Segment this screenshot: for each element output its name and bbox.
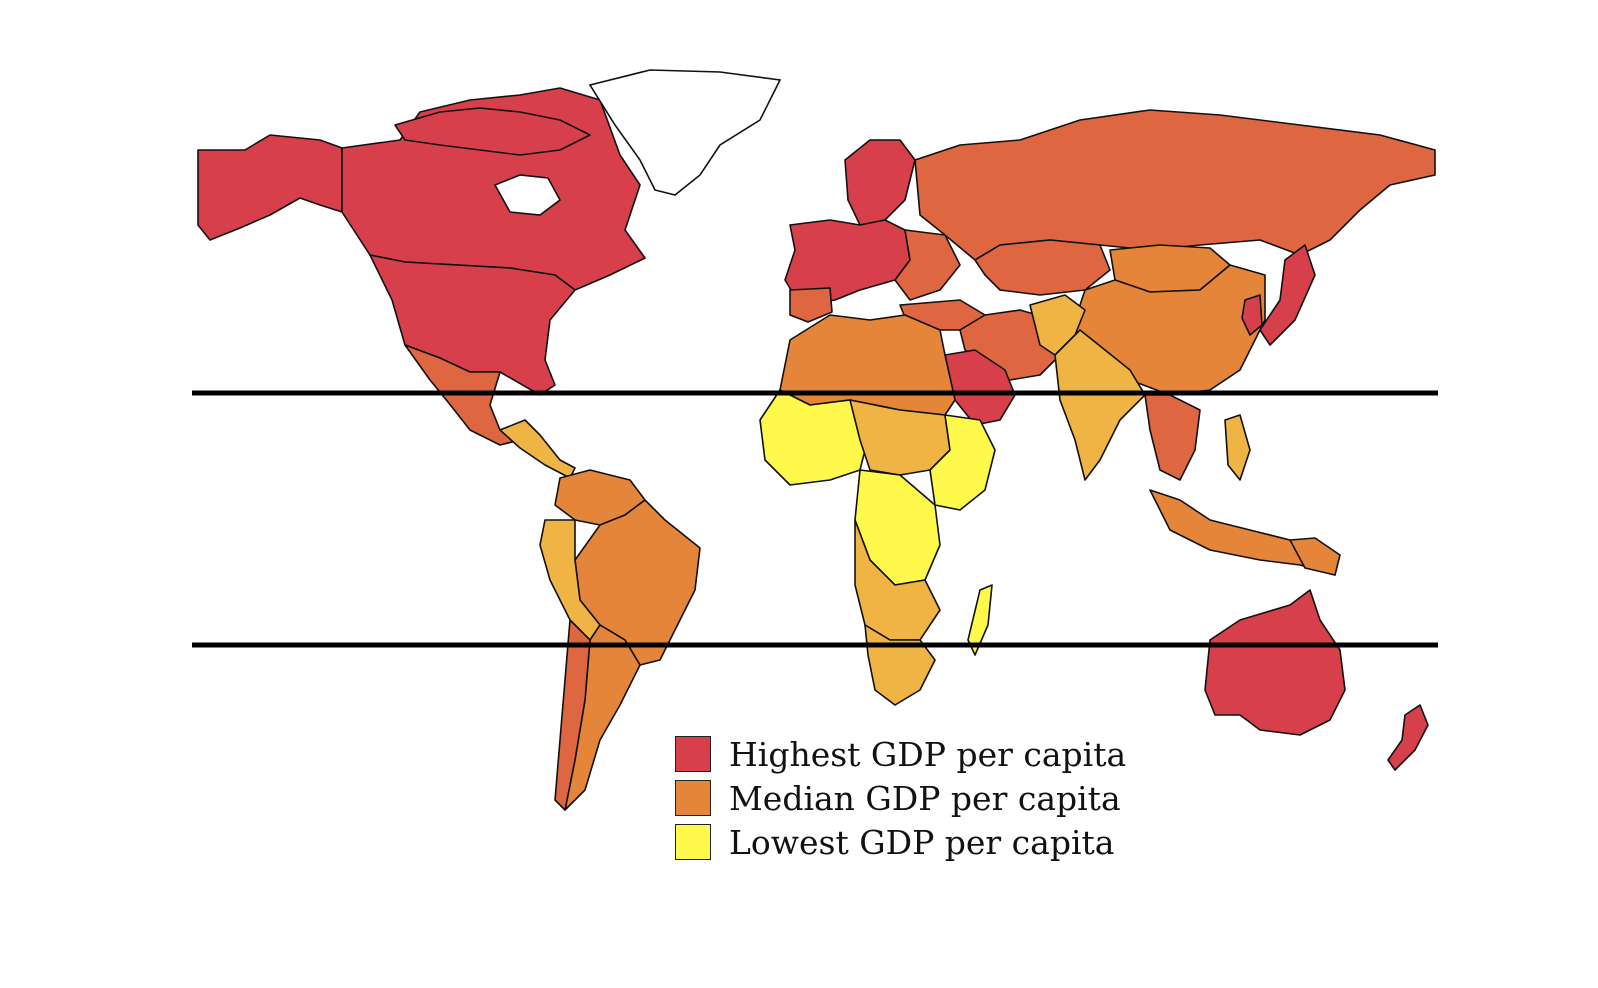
- country-papua: [1289, 537, 1341, 576]
- country-india: [1054, 329, 1146, 481]
- legend-swatch-lowest: [675, 824, 711, 860]
- country-scandinavia: [844, 139, 916, 226]
- legend-label-median: Median GDP per capita: [729, 778, 1121, 818]
- legend-item-median: Median GDP per capita: [675, 776, 1126, 820]
- legend-swatch-highest: [675, 736, 711, 772]
- legend-item-lowest: Lowest GDP per capita: [675, 820, 1126, 864]
- country-new-zealand: [1387, 704, 1429, 771]
- country-greenland: [588, 69, 782, 196]
- legend-swatch-median: [675, 780, 711, 816]
- country-korea: [1241, 294, 1263, 336]
- country-madagascar: [967, 584, 993, 656]
- hudson-bay: [493, 174, 562, 216]
- legend-label-lowest: Lowest GDP per capita: [729, 822, 1115, 862]
- country-east-africa: [929, 414, 996, 511]
- country-eastern-europe: [894, 229, 961, 301]
- country-kazakhstan: [974, 239, 1111, 296]
- legend-item-highest: Highest GDP per capita: [675, 732, 1126, 776]
- country-russia: [914, 109, 1436, 261]
- legend-label-highest: Highest GDP per capita: [729, 734, 1127, 774]
- map-legend: Highest GDP per capita Median GDP per ca…: [675, 732, 1126, 864]
- country-iberia: [789, 287, 833, 323]
- country-arctic-islands: [394, 107, 591, 156]
- country-angola-zambia: [854, 519, 941, 641]
- country-saudi-arabia: [944, 349, 1016, 426]
- country-southeast-asia: [1144, 394, 1201, 481]
- country-philippines: [1224, 414, 1251, 481]
- country-central-america: [499, 419, 576, 479]
- country-north-africa: [779, 314, 956, 416]
- country-japan: [1259, 244, 1316, 346]
- country-australia: [1204, 589, 1346, 736]
- country-chile: [554, 619, 591, 811]
- country-alaska: [197, 134, 343, 241]
